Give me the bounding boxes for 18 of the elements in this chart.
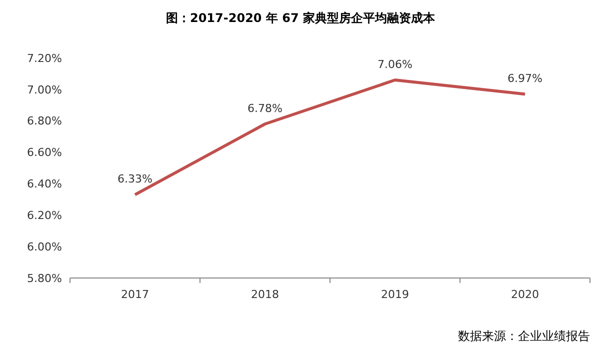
x-tick-label: 2020 bbox=[511, 288, 539, 301]
data-label: 7.06% bbox=[378, 58, 412, 71]
x-tick-label: 2018 bbox=[251, 288, 279, 301]
data-label: 6.78% bbox=[248, 102, 282, 115]
x-tick-label: 2017 bbox=[121, 288, 149, 301]
source-note: 数据来源：企业业绩报告 bbox=[458, 329, 590, 343]
y-tick-label: 6.80% bbox=[27, 114, 62, 128]
y-tick-label: 6.00% bbox=[27, 240, 62, 254]
y-tick-label: 6.40% bbox=[27, 178, 62, 191]
y-tick-label: 5.80% bbox=[27, 272, 62, 285]
y-tick-label: 7.00% bbox=[27, 83, 62, 96]
y-tick-label: 6.60% bbox=[27, 146, 62, 160]
data-label: 6.97% bbox=[508, 72, 542, 86]
x-tick-label: 2019 bbox=[381, 288, 409, 301]
y-tick-label: 6.20% bbox=[27, 208, 62, 222]
chart-title: 图：2017-2020 年 67 家典型房企平均融资成本 bbox=[166, 11, 436, 25]
y-tick-label: 7.20% bbox=[27, 52, 62, 65]
data-label: 6.33% bbox=[118, 172, 152, 186]
